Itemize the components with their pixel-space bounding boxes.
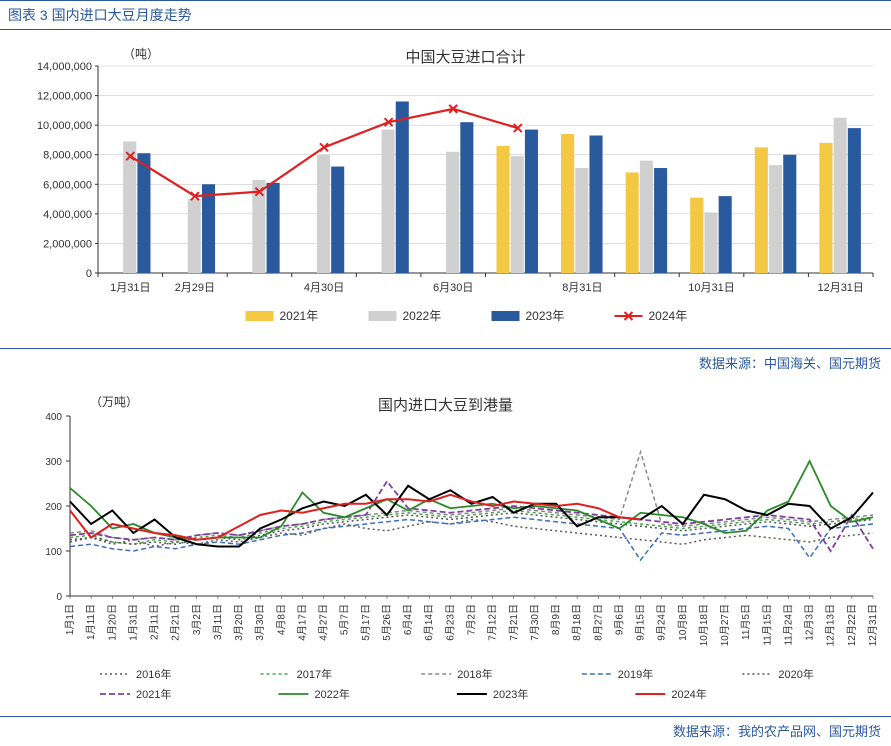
- svg-text:2021年: 2021年: [136, 687, 171, 701]
- svg-text:10,000,000: 10,000,000: [37, 120, 92, 132]
- svg-text:2023年: 2023年: [526, 309, 565, 323]
- svg-text:12月3日: 12月3日: [804, 604, 816, 641]
- svg-text:3月2日: 3月2日: [191, 604, 203, 635]
- svg-text:0: 0: [56, 592, 62, 603]
- svg-text:国内进口大豆到港量: 国内进口大豆到港量: [378, 397, 513, 414]
- svg-text:200: 200: [45, 502, 62, 513]
- svg-text:2016年: 2016年: [136, 667, 171, 681]
- svg-text:4月27日: 4月27日: [318, 604, 330, 641]
- svg-text:6,000,000: 6,000,000: [43, 179, 92, 191]
- svg-text:10月18日: 10月18日: [698, 604, 710, 646]
- svg-text:2月21日: 2月21日: [170, 604, 182, 641]
- svg-text:9月15日: 9月15日: [635, 604, 647, 641]
- svg-text:100: 100: [45, 547, 62, 558]
- svg-text:2020年: 2020年: [778, 667, 813, 681]
- svg-text:9月6日: 9月6日: [613, 604, 625, 635]
- svg-text:12月31日: 12月31日: [867, 604, 879, 646]
- svg-text:7月21日: 7月21日: [508, 604, 520, 641]
- svg-text:6月14日: 6月14日: [423, 604, 435, 641]
- svg-text:0: 0: [86, 268, 92, 280]
- svg-text:（万吨）: （万吨）: [90, 395, 138, 409]
- svg-text:400: 400: [45, 412, 62, 423]
- svg-text:11月24日: 11月24日: [782, 604, 794, 646]
- svg-text:2017年: 2017年: [297, 667, 332, 681]
- source1: 数据来源：中国海关、国元期货: [0, 348, 891, 378]
- svg-text:5月26日: 5月26日: [381, 604, 393, 641]
- svg-text:2022年: 2022年: [314, 687, 349, 701]
- svg-text:4月8日: 4月8日: [275, 604, 287, 635]
- svg-text:6月30日: 6月30日: [433, 282, 473, 294]
- svg-text:11月5日: 11月5日: [740, 604, 752, 640]
- svg-text:9月24日: 9月24日: [656, 604, 668, 641]
- svg-text:300: 300: [45, 457, 62, 468]
- figure-title: 图表 3 国内进口大豆月度走势: [0, 0, 891, 30]
- svg-text:2024年: 2024年: [649, 309, 688, 323]
- svg-text:2月29日: 2月29日: [175, 282, 215, 294]
- chart2-block: 0 100 200 300 400 （万吨） 国内进口大豆到港量 1月1日 1月11日 1月20日…: [0, 378, 891, 716]
- svg-text:1月20日: 1月20日: [106, 604, 118, 641]
- svg-text:2,000,000: 2,000,000: [43, 238, 92, 250]
- svg-text:5月7日: 5月7日: [339, 604, 351, 635]
- svg-text:4月17日: 4月17日: [296, 604, 308, 641]
- svg-text:8月9日: 8月9日: [550, 604, 562, 635]
- svg-text:6月23日: 6月23日: [444, 604, 456, 641]
- svg-text:11月15日: 11月15日: [761, 604, 773, 646]
- svg-text:2021年: 2021年: [280, 309, 319, 323]
- svg-text:（吨）: （吨）: [123, 47, 159, 61]
- svg-text:2月11日: 2月11日: [149, 604, 161, 640]
- svg-text:12月13日: 12月13日: [825, 604, 837, 646]
- source2: 数据来源：我的农产品网、国元期货: [0, 716, 891, 746]
- svg-text:8,000,000: 8,000,000: [43, 150, 92, 162]
- svg-text:2022年: 2022年: [403, 309, 442, 323]
- svg-text:中国大豆进口合计: 中国大豆进口合计: [405, 49, 525, 66]
- svg-text:7月30日: 7月30日: [529, 604, 541, 641]
- svg-text:8月31日: 8月31日: [562, 282, 602, 294]
- svg-text:12,000,000: 12,000,000: [37, 91, 92, 103]
- svg-text:10月8日: 10月8日: [677, 604, 689, 641]
- svg-text:1月31日: 1月31日: [110, 282, 150, 294]
- svg-text:12月22日: 12月22日: [846, 604, 858, 646]
- svg-text:2019年: 2019年: [618, 667, 653, 681]
- svg-text:3月11日: 3月11日: [212, 604, 224, 640]
- svg-text:7月12日: 7月12日: [487, 604, 499, 641]
- chart2-svg: 0 100 200 300 400 （万吨） 国内进口大豆到港量 1月1日 1月11日 1月20日…: [0, 386, 891, 716]
- chart1-block: 0 2,000,000 4,000,000 6,000,000 8,000,000 10,…: [0, 30, 891, 348]
- svg-text:7月2日: 7月2日: [466, 604, 478, 635]
- svg-text:8月18日: 8月18日: [571, 604, 583, 641]
- svg-text:5月17日: 5月17日: [360, 604, 372, 641]
- svg-text:14,000,000: 14,000,000: [37, 61, 92, 73]
- svg-text:10月31日: 10月31日: [688, 282, 734, 294]
- svg-text:4,000,000: 4,000,000: [43, 209, 92, 221]
- svg-text:12月31日: 12月31日: [817, 282, 863, 294]
- svg-text:2024年: 2024年: [671, 687, 706, 701]
- svg-text:1月31日: 1月31日: [127, 604, 139, 641]
- svg-text:3月30日: 3月30日: [254, 604, 266, 641]
- svg-text:1月1日: 1月1日: [64, 604, 76, 635]
- svg-text:4月30日: 4月30日: [304, 282, 344, 294]
- svg-text:3月20日: 3月20日: [233, 604, 245, 641]
- svg-text:8月27日: 8月27日: [592, 604, 604, 641]
- svg-text:2018年: 2018年: [457, 667, 492, 681]
- svg-text:10月27日: 10月27日: [719, 604, 731, 646]
- svg-text:2023年: 2023年: [493, 687, 528, 701]
- chart1-svg: 0 2,000,000 4,000,000 6,000,000 8,000,000 10,…: [0, 38, 891, 348]
- svg-text:1月11日: 1月11日: [85, 604, 97, 640]
- figure-container: 图表 3 国内进口大豆月度走势 0 2,000,000 4,000,000 6,000…: [0, 0, 891, 746]
- svg-text:6月4日: 6月4日: [402, 604, 414, 635]
